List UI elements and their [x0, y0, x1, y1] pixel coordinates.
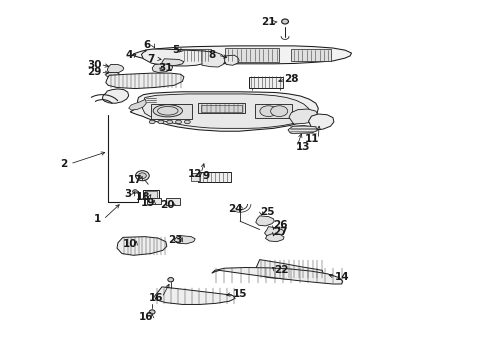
Ellipse shape [168, 278, 173, 282]
Polygon shape [106, 73, 184, 89]
Text: 10: 10 [123, 239, 137, 249]
Polygon shape [265, 226, 284, 237]
Polygon shape [256, 216, 274, 226]
Text: 25: 25 [260, 207, 274, 217]
Polygon shape [143, 94, 311, 129]
Polygon shape [133, 46, 351, 64]
Text: 6: 6 [144, 40, 151, 50]
Polygon shape [181, 49, 211, 61]
Text: 20: 20 [161, 200, 175, 210]
Ellipse shape [153, 105, 182, 117]
Polygon shape [289, 109, 318, 124]
Text: 31: 31 [159, 63, 173, 73]
Bar [167, 49, 181, 56]
Polygon shape [266, 234, 284, 242]
Ellipse shape [149, 120, 155, 124]
Text: 28: 28 [284, 74, 299, 84]
Bar [151, 104, 193, 119]
Text: 30: 30 [87, 59, 102, 69]
Text: 4: 4 [125, 50, 132, 60]
Text: 15: 15 [233, 289, 247, 299]
Bar [144, 190, 159, 199]
Bar [201, 105, 243, 112]
Text: 1: 1 [94, 215, 101, 224]
Polygon shape [225, 48, 279, 62]
Ellipse shape [282, 19, 289, 24]
Bar [198, 103, 245, 113]
Polygon shape [202, 51, 225, 67]
Polygon shape [107, 64, 124, 73]
Bar [191, 173, 199, 181]
Text: 12: 12 [188, 168, 202, 179]
Polygon shape [129, 99, 147, 110]
Polygon shape [102, 89, 129, 103]
Text: 8: 8 [208, 50, 216, 60]
Bar [145, 191, 157, 198]
Text: 2: 2 [61, 159, 68, 169]
Text: 17: 17 [128, 175, 143, 185]
Bar [147, 198, 161, 204]
Polygon shape [130, 92, 318, 131]
Ellipse shape [260, 106, 277, 117]
Text: 18: 18 [136, 192, 150, 202]
Ellipse shape [136, 171, 149, 181]
Ellipse shape [184, 120, 190, 124]
Text: 16: 16 [149, 293, 163, 303]
Polygon shape [117, 237, 167, 255]
Text: 26: 26 [273, 220, 288, 230]
Polygon shape [288, 126, 318, 134]
Text: 14: 14 [335, 272, 349, 282]
Text: 3: 3 [124, 189, 131, 199]
Polygon shape [155, 287, 235, 305]
Polygon shape [224, 55, 239, 65]
Text: 24: 24 [228, 204, 243, 215]
Text: 7: 7 [147, 54, 155, 64]
Polygon shape [162, 59, 184, 66]
Text: 9: 9 [202, 171, 209, 181]
Polygon shape [255, 260, 323, 279]
Polygon shape [142, 49, 216, 66]
Ellipse shape [270, 106, 288, 117]
Polygon shape [212, 267, 343, 284]
Text: 19: 19 [141, 198, 155, 208]
Bar [166, 198, 179, 205]
Polygon shape [292, 49, 331, 61]
Text: 11: 11 [305, 134, 319, 144]
Polygon shape [106, 72, 120, 78]
Ellipse shape [139, 173, 147, 179]
Text: 23: 23 [169, 235, 183, 245]
Text: 5: 5 [172, 45, 179, 55]
Ellipse shape [167, 120, 172, 124]
Text: 13: 13 [295, 142, 310, 152]
Ellipse shape [133, 190, 138, 193]
Bar [249, 77, 283, 88]
Ellipse shape [158, 120, 164, 124]
Polygon shape [174, 235, 195, 244]
Ellipse shape [149, 310, 155, 314]
Text: 27: 27 [273, 227, 288, 237]
Text: 21: 21 [261, 17, 276, 27]
Text: 16: 16 [139, 312, 153, 322]
Bar [198, 172, 231, 182]
Text: 29: 29 [87, 67, 102, 77]
Ellipse shape [175, 120, 181, 124]
Polygon shape [152, 64, 172, 72]
Text: 22: 22 [274, 265, 289, 275]
Bar [255, 104, 292, 118]
Polygon shape [309, 114, 334, 131]
